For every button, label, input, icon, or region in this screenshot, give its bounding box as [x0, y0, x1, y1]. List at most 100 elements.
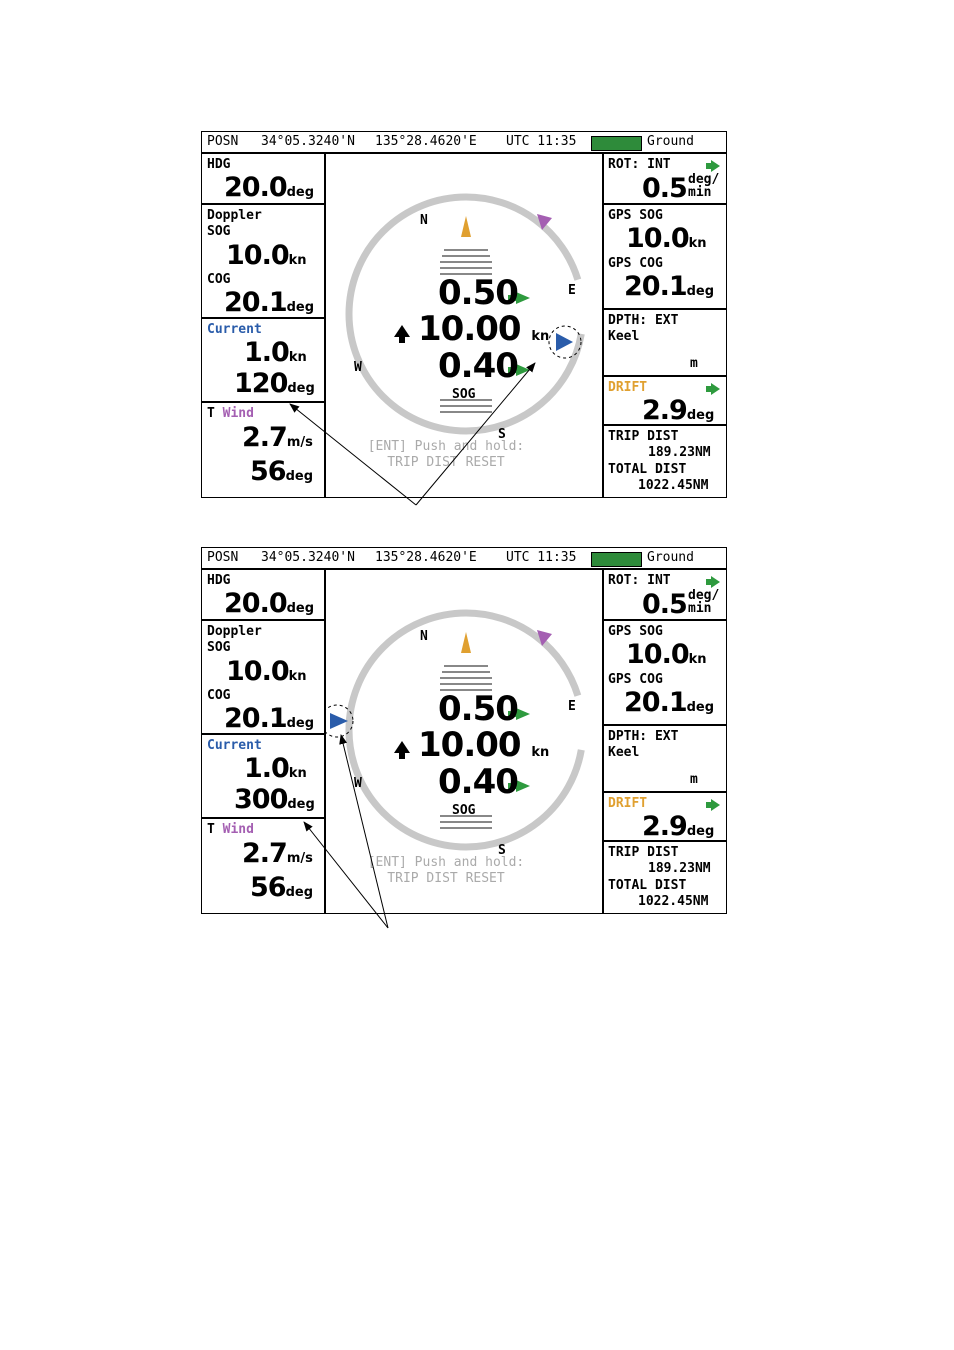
compass-n: N	[420, 629, 428, 644]
compass-e: E	[568, 283, 576, 298]
posn-label: POSN	[207, 134, 239, 149]
rot-arrow-icon	[706, 160, 720, 172]
compass-ring	[345, 193, 587, 435]
drift-cell: DRIFT 2.9deg	[604, 793, 726, 842]
total-label: TOTAL DIST	[608, 878, 687, 893]
current-cell: Current 1.0kn 120deg	[202, 319, 324, 403]
gps-sog-label: GPS SOG	[608, 624, 663, 639]
rot-value: 0.5	[642, 173, 688, 204]
right-panel: ROT: INT 0.5 deg/min GPS SOG 10.0kn GPS …	[602, 570, 726, 913]
hint-line-2: TRIP DIST RESET	[387, 455, 505, 470]
latitude: 34°05.3240'N	[261, 134, 355, 149]
longitude: 135°28.4620'E	[375, 134, 477, 149]
current-cell: Current 1.0kn 300deg	[202, 735, 324, 819]
compass-n: N	[420, 213, 428, 228]
drift-cell: DRIFT 2.9deg	[604, 377, 726, 426]
center-value-bottom: 0.40	[438, 762, 519, 802]
hdg-label: HDG	[207, 573, 231, 588]
gps-sog-value: 10.0kn	[626, 639, 707, 670]
hdg-value: 20.0deg	[224, 172, 315, 203]
current-label: Current	[207, 738, 262, 753]
total-label: TOTAL DIST	[608, 462, 687, 477]
keel-label: Keel	[608, 745, 640, 760]
wind-pointer-icon	[537, 214, 552, 230]
doppler-label: Doppler	[207, 208, 262, 223]
hint-line-1: [ENT] Push and hold:	[367, 855, 525, 870]
gps-cog-value: 20.1deg	[624, 271, 715, 302]
arrow-up-icon	[394, 325, 410, 337]
longitude: 135°28.4620'E	[375, 550, 477, 565]
doppler-label: Doppler	[207, 624, 262, 639]
depth-cell: DPTH: EXT Keel m	[604, 310, 726, 377]
center-value-top: 0.50	[438, 273, 519, 313]
arrow-right-icon-bottom	[516, 780, 530, 792]
cog-value: 20.1deg	[224, 703, 315, 734]
cog-label: COG	[207, 272, 231, 287]
drift-arrow-icon	[706, 383, 720, 395]
current-speed: 1.0kn	[244, 753, 307, 784]
highlight-circle	[548, 325, 582, 359]
center-value-top: 0.50	[438, 689, 519, 729]
distance-cell: TRIP DIST 189.23NM TOTAL DIST 1022.45NM	[604, 842, 726, 915]
wind-speed: 2.7m/s	[242, 838, 313, 869]
compass-w: W	[354, 776, 362, 791]
drift-label: DRIFT	[608, 380, 648, 395]
depth-unit: m	[690, 772, 698, 787]
rot-label: ROT: INT	[608, 157, 671, 172]
compass-e: E	[568, 699, 576, 714]
rot-arrow-icon	[706, 576, 720, 588]
rot-value: 0.5	[642, 589, 688, 620]
right-panel: ROT: INT 0.5 deg/min GPS SOG 10.0kn GPS …	[602, 154, 726, 497]
compass-graphic	[326, 609, 587, 851]
wind-label: T Wind	[207, 822, 254, 837]
total-value: 1022.45NM	[638, 478, 709, 493]
hdg-value: 20.0deg	[224, 588, 315, 619]
compass-graphic	[345, 193, 587, 435]
current-direction: 120deg	[234, 368, 315, 399]
arrow-right-icon-top	[516, 708, 530, 720]
utc-time: UTC 11:35	[506, 550, 577, 565]
compass-s: S	[498, 427, 506, 442]
rot-label: ROT: INT	[608, 573, 671, 588]
sog-value: 10.0kn	[226, 240, 307, 271]
gps-cog-label: GPS COG	[608, 256, 663, 271]
wind-direction: 56deg	[250, 456, 314, 487]
center-value-mid: 10.00 kn	[418, 725, 550, 765]
center-sog-label: SOG	[452, 387, 476, 402]
compass-s: S	[498, 843, 506, 858]
trip-value: 189.23NM	[648, 445, 711, 460]
wind-label: T Wind	[207, 406, 254, 421]
status-bar-indicator	[591, 136, 642, 151]
depth-cell: DPTH: EXT Keel m	[604, 726, 726, 793]
position-bar: POSN 34°05.3240'N 135°28.4620'E UTC 11:3…	[202, 548, 726, 570]
compass-panel: N E S W 0.50 10.00 kn 0.40 SOG [ENT] Pus…	[326, 154, 602, 497]
sog-value: 10.0kn	[226, 656, 307, 687]
ship-outline-icon	[440, 665, 492, 829]
wind-direction: 56deg	[250, 872, 314, 903]
depth-label: DPTH: EXT	[608, 313, 679, 328]
center-value-mid: 10.00 kn	[418, 309, 550, 349]
rot-cell: ROT: INT 0.5 deg/min	[604, 154, 726, 205]
current-pointer-icon	[330, 713, 348, 729]
compass-ring	[345, 609, 587, 851]
left-panel: HDG 20.0deg Doppler SOG 10.0kn COG 20.1d…	[202, 570, 326, 913]
trip-label: TRIP DIST	[608, 429, 679, 444]
current-speed: 1.0kn	[244, 337, 307, 368]
cog-value: 20.1deg	[224, 287, 315, 318]
callout-arrow-1b	[415, 362, 536, 506]
rot-cell: ROT: INT 0.5 deg/min	[604, 570, 726, 621]
display-screen-2: POSN 34°05.3240'N 135°28.4620'E UTC 11:3…	[201, 547, 727, 914]
current-pointer-icon	[556, 333, 573, 351]
trip-value: 189.23NM	[648, 861, 711, 876]
drift-value: 2.9deg	[642, 811, 715, 842]
mode-label: Ground	[647, 550, 694, 565]
hdg-cell: HDG 20.0deg	[202, 154, 324, 205]
gps-sog-label: GPS SOG	[608, 208, 663, 223]
depth-label: DPTH: EXT	[608, 729, 679, 744]
wind-pointer-icon	[537, 630, 552, 646]
rot-unit: deg/min	[688, 172, 720, 200]
hint-line-1: [ENT] Push and hold:	[367, 439, 525, 454]
utc-time: UTC 11:35	[506, 134, 577, 149]
arrow-right-icon-top	[516, 292, 530, 304]
